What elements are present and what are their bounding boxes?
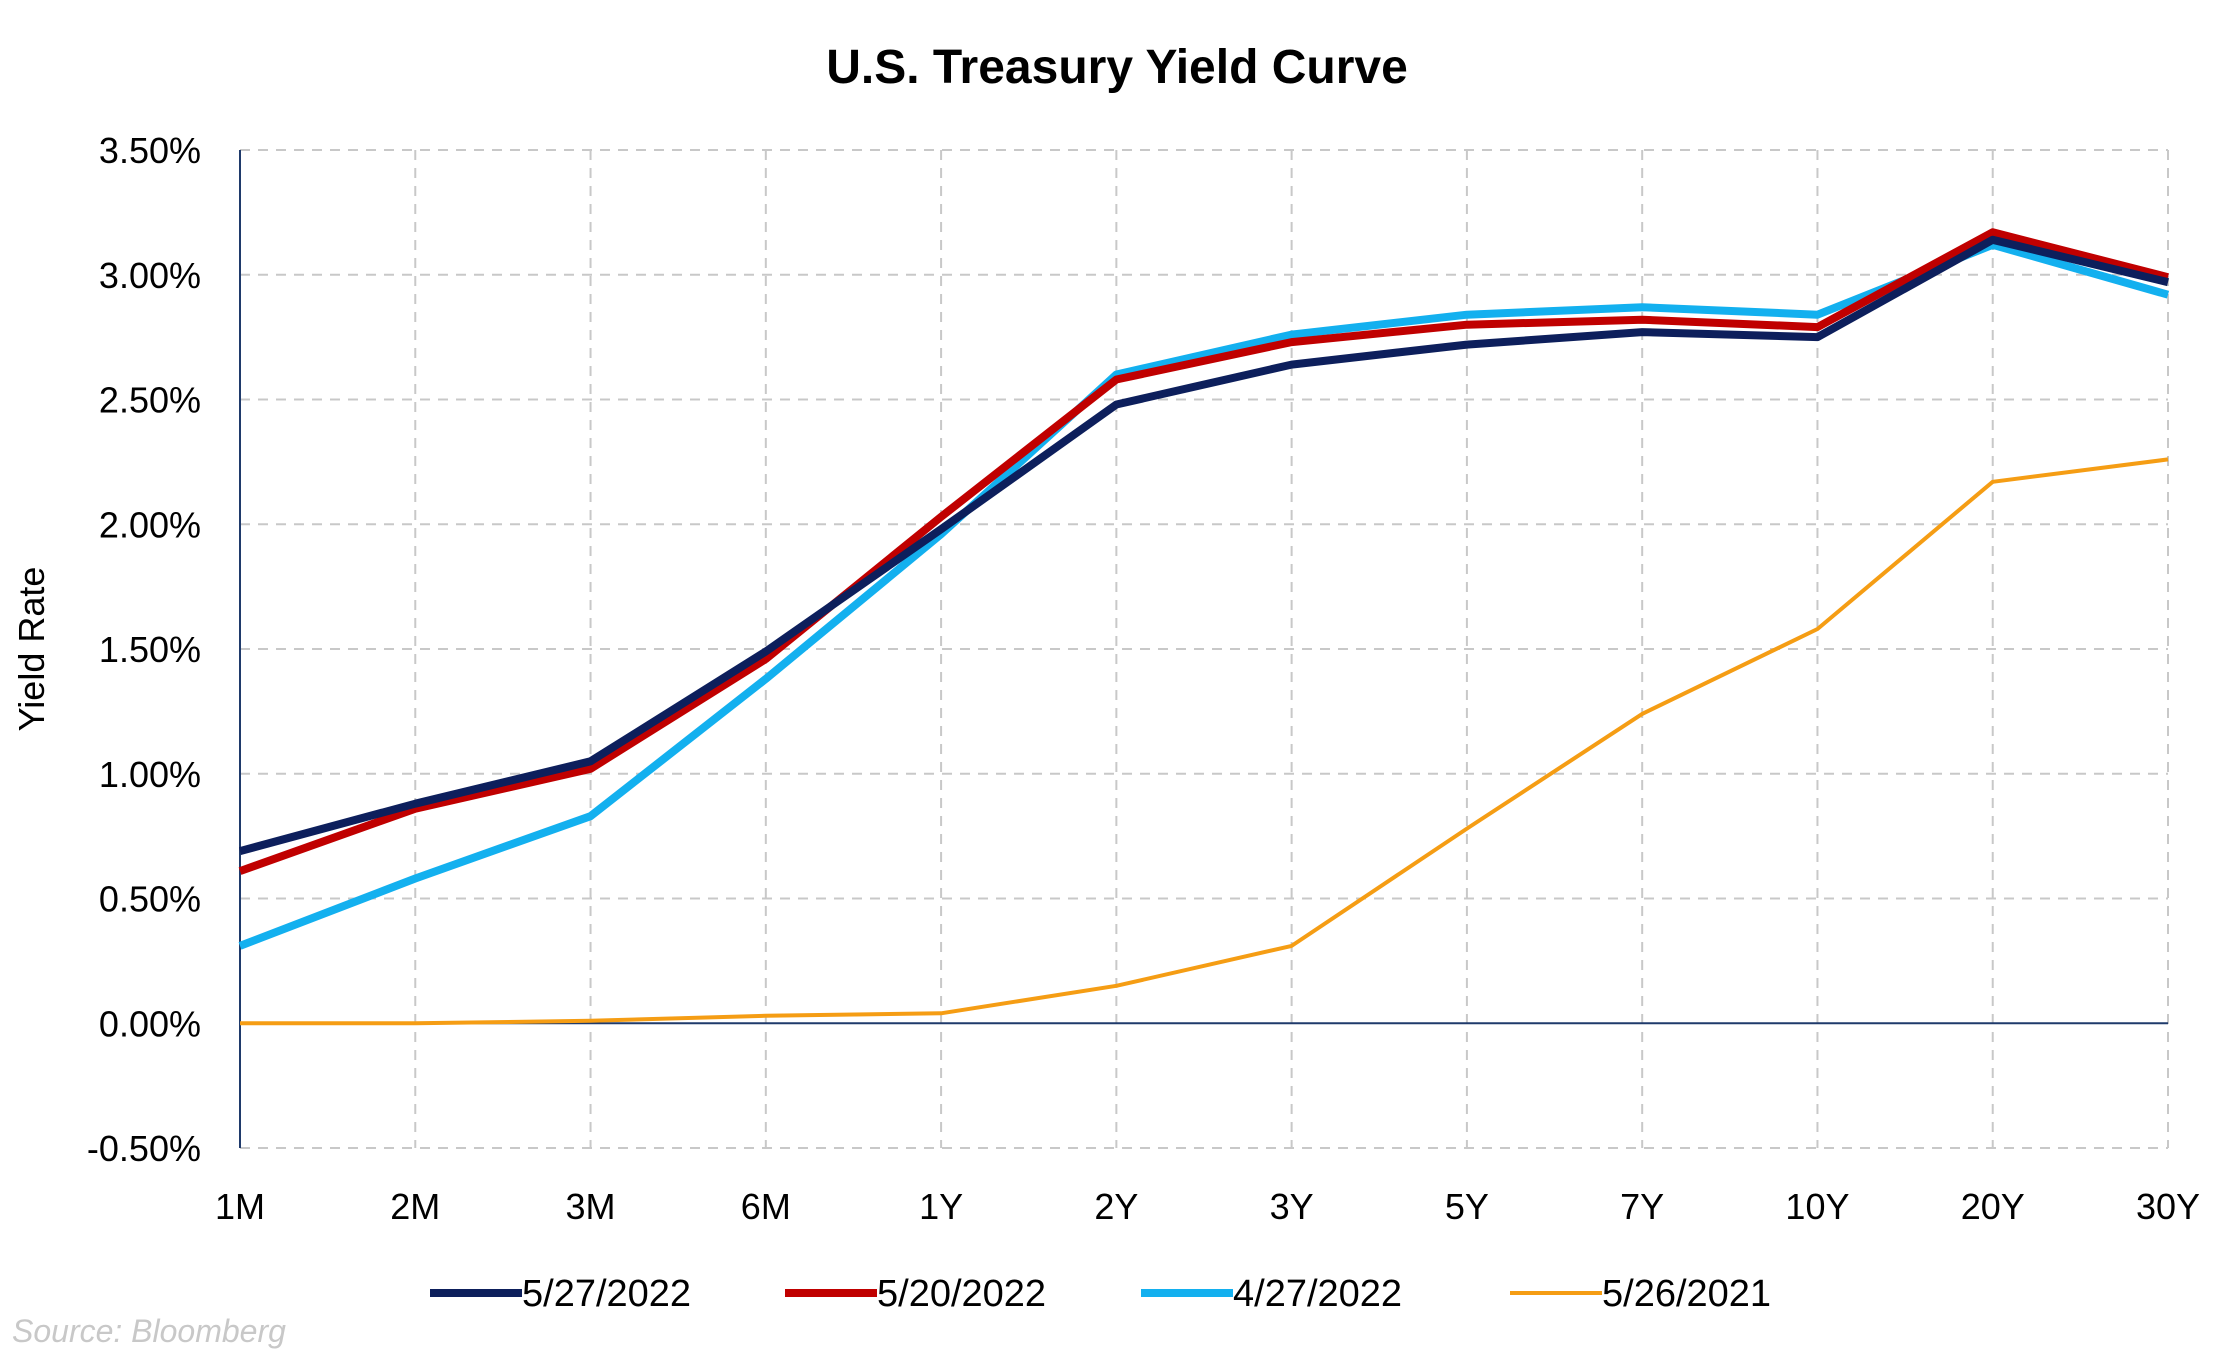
series-line-2 [238,228,2169,875]
series-line-4 [240,457,2169,1026]
x-tick-label: 2M [390,1186,440,1227]
x-tick-label: 7Y [1620,1186,1664,1227]
x-tick-label: 30Y [2136,1186,2200,1227]
y-tick-label: 1.00% [99,754,201,795]
y-axis-label: Yield Rate [11,567,52,732]
y-tick-label: 3.00% [99,255,201,296]
x-tick-label: 2Y [1094,1186,1138,1227]
axes [239,150,2168,1148]
source-note: Source: Bloomberg [12,1313,286,1349]
y-tick-label: 0.50% [99,879,201,920]
x-tick-label: 3M [566,1186,616,1227]
series-line-1 [238,235,2169,855]
series-line-3 [238,240,2170,950]
legend-label: 5/20/2022 [877,1273,1046,1315]
x-tick-label: 1M [215,1186,265,1227]
legend-label: 4/27/2022 [1233,1273,1402,1315]
y-tick-labels: 3.50% 3.00% 2.50% 2.00% 1.50% 1.00% 0.50% 0.00%… [87,130,201,1169]
chart-title: U.S. Treasury Yield Curve [826,41,1408,94]
y-tick-label: 1.50% [99,629,201,670]
legend-label: 5/27/2022 [522,1273,691,1315]
y-tick-label: 3.50% [99,130,201,171]
x-tick-label: 10Y [1785,1186,1849,1227]
x-tick-labels: 1M 2M 3M 6M 1Y 2Y 3Y 5Y 7Y 10Y 20Y 30Y [215,1186,2200,1227]
y-tick-label: 0.00% [99,1003,201,1044]
x-tick-label: 20Y [1961,1186,2025,1227]
legend: 5/27/2022 5/20/2022 4/27/2022 5/26/2021 [430,1273,1771,1315]
x-tick-label: 6M [741,1186,791,1227]
y-tick-label: -0.50% [87,1128,201,1169]
x-tick-label: 3Y [1270,1186,1314,1227]
y-tick-label: 2.50% [99,380,201,421]
x-tick-label: 5Y [1445,1186,1489,1227]
series-lines [238,228,2170,1026]
x-tick-label: 1Y [919,1186,963,1227]
legend-label: 5/26/2021 [1602,1273,1771,1315]
y-tick-label: 2.00% [99,504,201,545]
